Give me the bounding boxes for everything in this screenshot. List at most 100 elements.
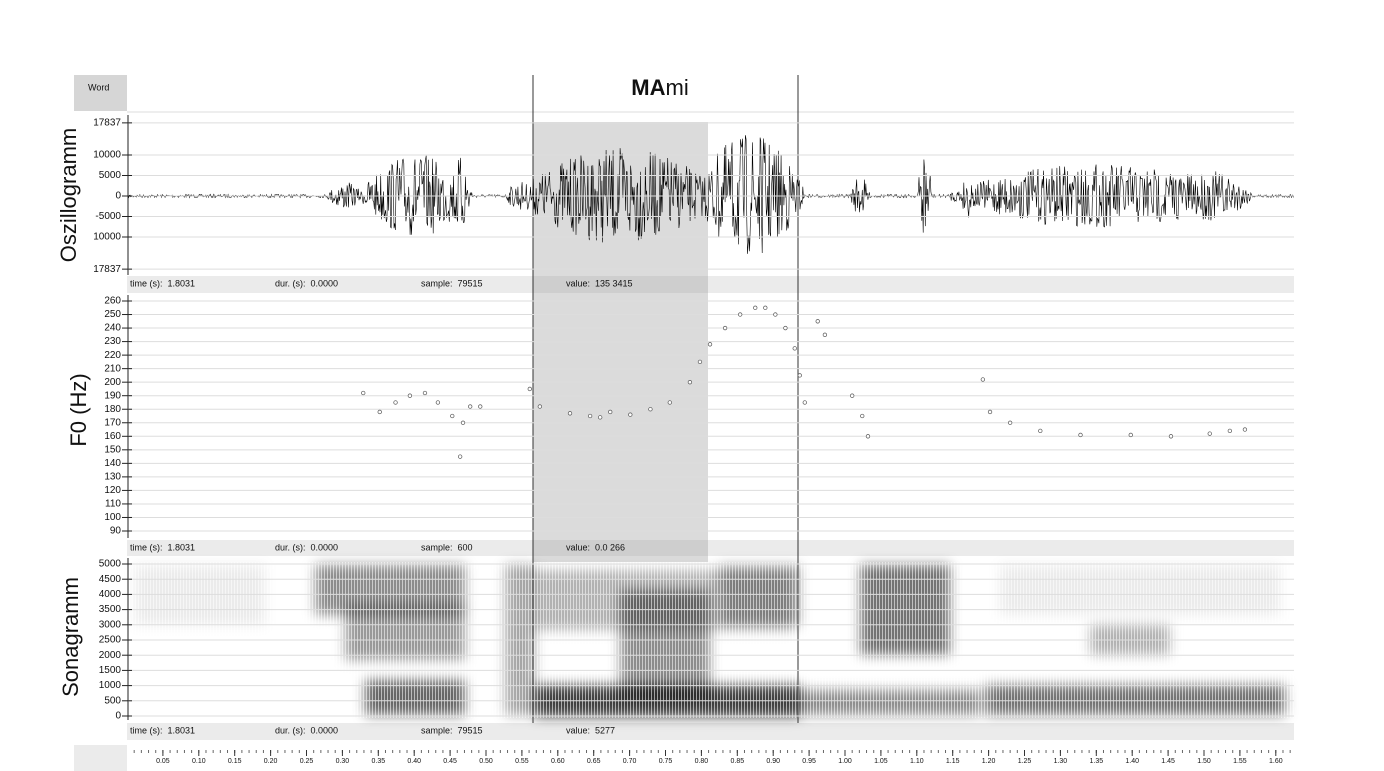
f0-point [648,407,653,412]
f0-point [460,420,466,425]
f0-point [1078,432,1083,438]
panel-label: Sonagramm [58,577,83,697]
info-field: dur. (s): 0.0000 [275,278,338,288]
f0-point [738,312,743,317]
time-tick-label: 1.40 [1125,758,1139,765]
time-tick-label: 0.85 [730,758,744,765]
y-tick-label: 17837 [93,118,121,129]
y-tick-label: 10000 [93,150,121,161]
f0-point [393,400,398,405]
f0-point [687,380,693,385]
time-tick-label: 0.15 [228,758,242,765]
segment-rest: mi [666,75,689,100]
f0-point [1168,434,1174,439]
f0-point [763,305,768,310]
y-tick-label: 230 [104,336,121,347]
y-tick-label: 4000 [99,589,122,600]
time-tick-label: 0.40 [407,758,421,765]
y-tick-label: 5000 [99,170,122,181]
time-tick-label: 0.65 [587,758,601,765]
info-field: value: 0.0 266 [566,542,625,552]
time-tick-label: 1.00 [838,758,852,765]
f0-point [450,413,455,419]
axis-corner [74,745,127,771]
f0-point [407,393,413,398]
panel-label: F0 (Hz) [66,373,91,446]
panel-label: Oszillogramm [56,128,81,262]
waveform-trace [127,135,1294,254]
y-tick-label: 240 [104,323,121,334]
y-tick-label: 260 [104,296,121,307]
info-field: dur. (s): 0.0000 [275,542,338,552]
info-field: time (s): 1.8031 [130,725,195,735]
f0-point [797,373,802,378]
time-tick-label: 0.80 [695,758,709,765]
f0-point [773,312,778,317]
time-tick-label: 0.25 [300,758,314,765]
y-tick-label: 180 [104,404,121,415]
y-tick-label: 160 [104,431,121,442]
info-field: dur. (s): 0.0000 [275,725,338,735]
time-tick-label: 0.30 [336,758,350,765]
segment-label: MAmi [631,75,688,100]
time-tick-label: 0.45 [443,758,457,765]
y-tick-label: 1000 [99,680,122,691]
time-tick-label: 1.30 [1054,758,1068,765]
time-tick-label: 1.05 [874,758,888,765]
f0-point [697,359,703,365]
f0-point [422,390,428,396]
y-tick-label: 3500 [99,604,122,615]
info-field: sample: 79515 [421,725,483,735]
time-tick-label: 1.25 [1018,758,1032,765]
y-tick-label: 3000 [99,619,122,630]
f0-point [1128,432,1133,438]
f0-point [722,325,728,331]
info-field: sample: 600 [421,542,473,552]
y-tick-label: 110 [105,499,121,510]
time-tick-label: 0.20 [264,758,278,765]
f0-point [783,325,788,331]
f0-point [567,411,573,416]
y-tick-label: 250 [104,309,121,320]
info-bar [127,276,1294,293]
time-tick-label: 0.10 [192,758,206,765]
time-tick-label: 0.70 [623,758,637,765]
info-bar [127,723,1294,740]
time-tick-label: 0.90 [766,758,780,765]
f0-point [822,332,828,337]
f0-point [987,409,993,415]
time-tick-label: 0.35 [371,758,385,765]
separator [127,111,1294,113]
y-tick-label: 10000 [93,232,121,243]
y-tick-label: 500 [104,695,121,706]
f0-point [478,404,483,409]
f0-point [792,346,797,351]
tier-label-box [74,75,127,111]
time-tick-label: 0.50 [479,758,493,765]
y-tick-label: 0 [115,711,121,722]
y-tick-label: -5000 [95,211,121,222]
f0-point [860,413,865,419]
y-tick-label: 190 [104,390,121,401]
y-tick-label: 1500 [99,665,122,676]
y-tick-label: 200 [104,377,121,388]
f0-point [435,400,441,405]
f0-point [537,404,542,409]
f0-point [608,409,613,415]
tier-label: Word [88,82,109,92]
y-tick-label: 120 [104,485,121,496]
y-tick-label: 90 [110,526,122,537]
f0-point [1242,427,1248,432]
f0-point [587,413,593,419]
time-tick-label: 1.15 [946,758,960,765]
time-tick-label: 1.35 [1089,758,1103,765]
f0-point [707,342,713,347]
info-field: time (s): 1.8031 [130,542,195,552]
f0-point [865,434,871,439]
y-tick-label: 150 [104,444,121,455]
time-tick-label: 0.55 [515,758,529,765]
y-tick-label: 170 [104,417,121,428]
f0-point [361,390,366,396]
time-tick-label: 0.95 [802,758,816,765]
